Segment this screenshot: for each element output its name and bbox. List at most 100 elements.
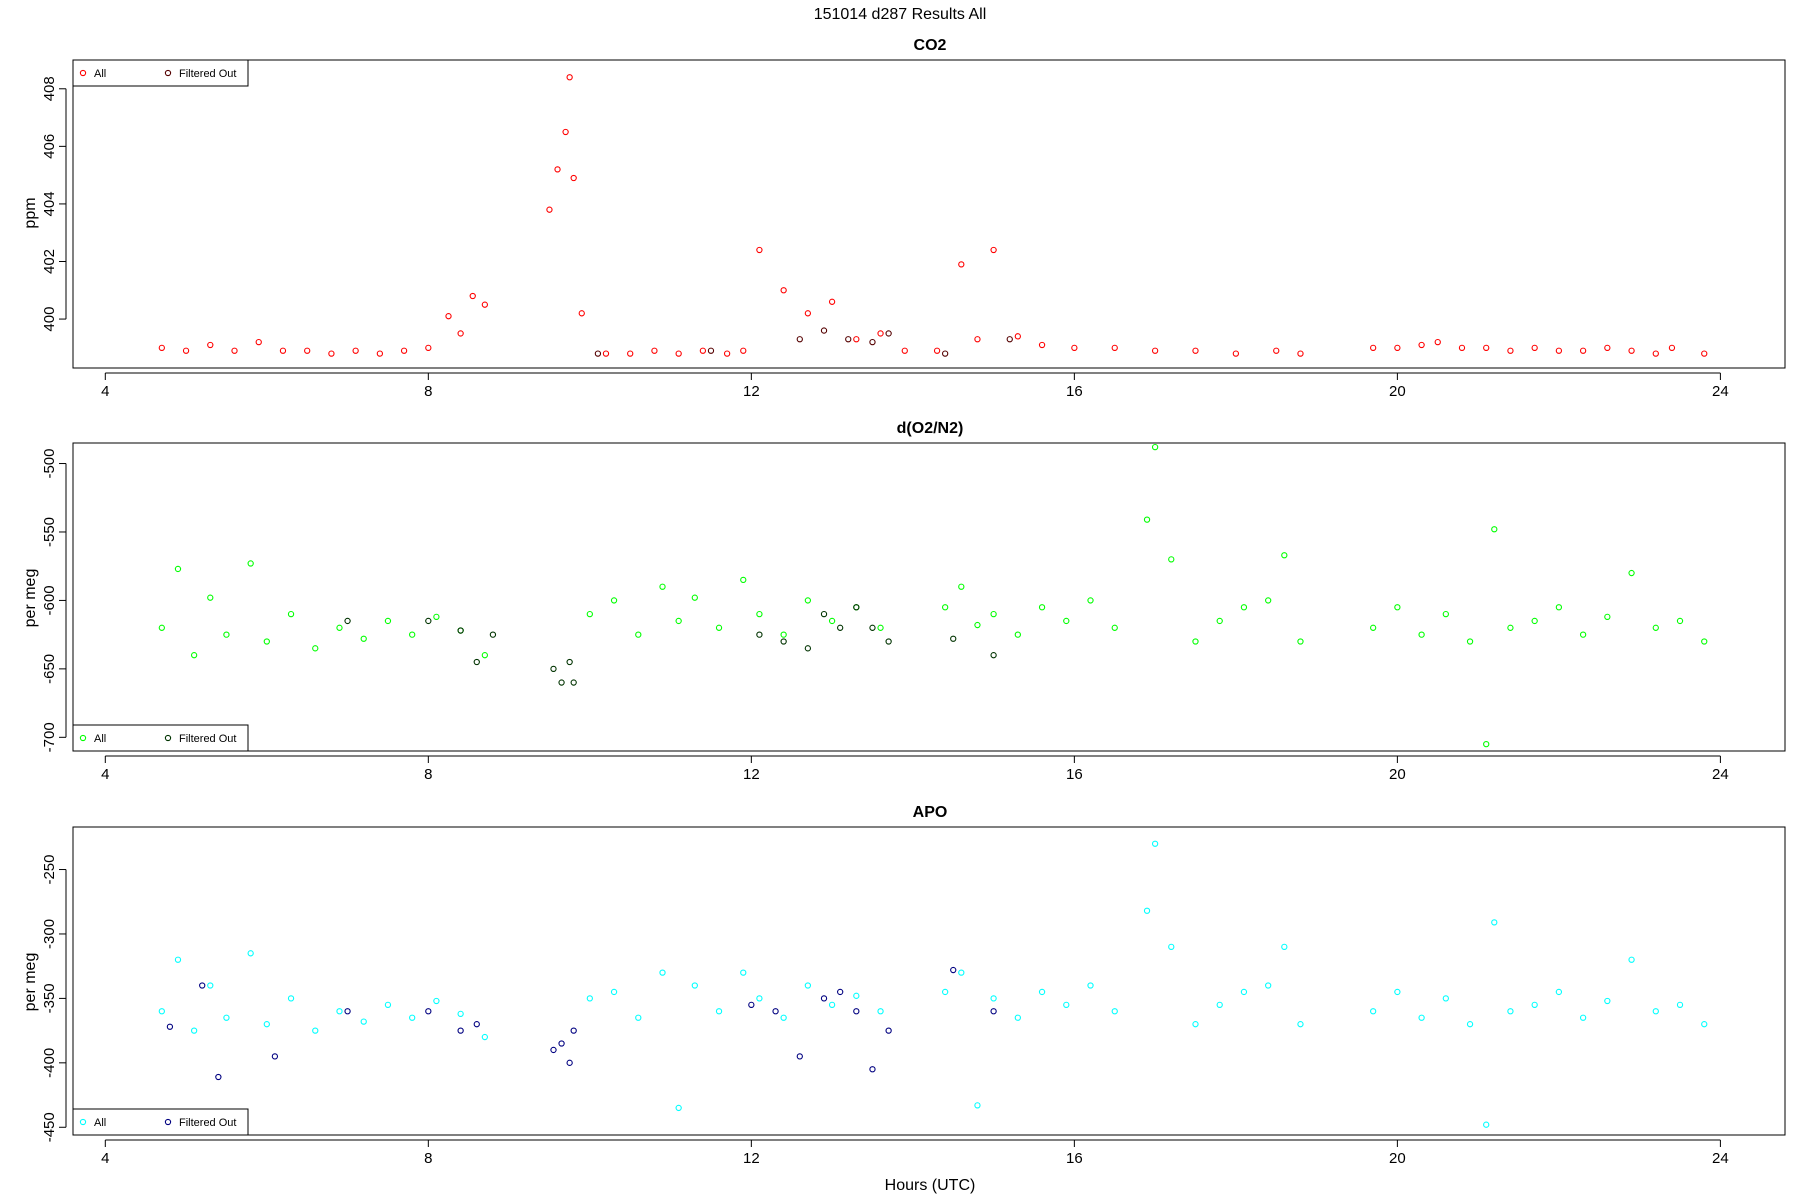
apo-legend-all-label: All bbox=[94, 1117, 106, 1129]
co2-point-all bbox=[546, 206, 553, 213]
apo-point-all bbox=[287, 995, 295, 1002]
apo-legend-filtered-label: Filtered Out bbox=[179, 1117, 236, 1129]
o2n2-point-all bbox=[715, 624, 723, 631]
co2-point-all bbox=[958, 261, 965, 268]
co2-point-all bbox=[1297, 350, 1304, 357]
o2n2-point-all bbox=[1483, 741, 1490, 748]
apo-point-all bbox=[877, 1008, 884, 1015]
apo-point-all bbox=[1281, 943, 1288, 950]
o2n2-x-tick-label: 4 bbox=[101, 766, 109, 783]
apo-point-all bbox=[1507, 1008, 1514, 1015]
co2-point-all bbox=[1232, 350, 1240, 357]
apo-point-filtered bbox=[990, 1008, 997, 1015]
o2n2-point-all bbox=[1579, 631, 1587, 638]
co2-point-all bbox=[255, 338, 262, 346]
o2n2-x-tick-label: 24 bbox=[1712, 766, 1729, 783]
apo-point-all bbox=[1038, 988, 1046, 996]
co2-point-filtered bbox=[1006, 336, 1013, 343]
apo-point-all bbox=[635, 1014, 642, 1021]
co2-x-tick-label: 16 bbox=[1066, 383, 1083, 400]
apo-point-all bbox=[1701, 1021, 1708, 1028]
o2n2-point-all bbox=[1555, 604, 1563, 611]
apo-point-all bbox=[312, 1027, 319, 1034]
o2n2-axes: 4 8 12 16 20 24 -700 -650 -600 -550 -500 bbox=[41, 449, 1729, 783]
co2-point-all bbox=[304, 347, 311, 354]
co2-point-all bbox=[1192, 347, 1199, 354]
o2n2-point-all bbox=[207, 594, 214, 601]
o2n2-point-all bbox=[1111, 624, 1118, 631]
co2-point-all bbox=[425, 344, 432, 352]
o2n2-point-all bbox=[1701, 638, 1708, 645]
co2-legend-all-marker bbox=[79, 69, 87, 77]
co2-point-all bbox=[602, 350, 610, 357]
o2n2-point-all bbox=[675, 617, 682, 625]
co2-point-all bbox=[207, 341, 214, 349]
o2n2-point-all bbox=[1216, 617, 1223, 625]
co2-point-all bbox=[1652, 350, 1659, 357]
o2n2-point-all bbox=[1240, 604, 1248, 611]
co2-point-all bbox=[566, 74, 573, 81]
o2n2-point-all bbox=[1676, 617, 1684, 625]
o2n2-y-tick-label: -500 bbox=[41, 449, 58, 479]
o2n2-point-all bbox=[312, 645, 319, 652]
apo-point-filtered bbox=[457, 1027, 464, 1034]
apo-point-all bbox=[263, 1021, 270, 1028]
apo-point-all bbox=[457, 1010, 464, 1018]
o2n2-point-all bbox=[1192, 638, 1199, 645]
apo-x-tick-label: 16 bbox=[1066, 1150, 1083, 1167]
o2n2-point-all bbox=[1265, 597, 1272, 604]
o2n2-point-all bbox=[1394, 604, 1401, 611]
co2-y-tick-label: 402 bbox=[41, 249, 58, 274]
o2n2-point-all bbox=[1466, 638, 1474, 645]
apo-point-all bbox=[586, 995, 593, 1002]
apo-point-all bbox=[481, 1033, 488, 1041]
apo-point-all bbox=[247, 950, 254, 957]
apo-axes: 4 8 12 16 20 24 -450 -400 -350 -300 -250 bbox=[41, 855, 1729, 1167]
o2n2-point-all bbox=[1014, 631, 1021, 638]
o2n2-point-all bbox=[360, 635, 367, 642]
o2n2-point-all bbox=[481, 652, 488, 659]
co2-point-all bbox=[1111, 344, 1118, 352]
apo-point-all bbox=[1168, 943, 1175, 950]
apo-point-all bbox=[1216, 1001, 1223, 1008]
o2n2-x-tick-label: 16 bbox=[1066, 766, 1083, 783]
apo-point-filtered bbox=[796, 1053, 803, 1060]
o2n2-point-all bbox=[1168, 556, 1175, 563]
co2-point-all bbox=[279, 347, 287, 354]
co2-point-all bbox=[699, 347, 707, 354]
o2n2-point-all bbox=[1063, 617, 1070, 625]
o2n2-point-all bbox=[1652, 624, 1659, 631]
apo-legend-filtered-marker bbox=[164, 1118, 172, 1126]
apo-y-tick-label: -350 bbox=[41, 983, 58, 1013]
o2n2-plot-frame bbox=[72, 442, 1786, 752]
apo-point-all bbox=[1297, 1021, 1304, 1028]
o2n2-x-tick-label: 8 bbox=[424, 766, 432, 783]
co2-point-all bbox=[1273, 347, 1280, 354]
o2n2-point-all bbox=[877, 624, 884, 631]
apo-point-filtered bbox=[950, 966, 957, 974]
o2n2-point-all bbox=[1370, 624, 1377, 631]
co2-point-all bbox=[376, 350, 384, 357]
o2n2-point-filtered bbox=[425, 617, 432, 625]
apo-x-tick-label: 8 bbox=[424, 1150, 432, 1167]
o2n2-point-filtered bbox=[869, 624, 876, 631]
o2n2-points bbox=[158, 443, 1708, 748]
co2-point-all bbox=[1458, 344, 1466, 352]
o2n2-point-all bbox=[1143, 516, 1151, 523]
o2n2-point-all bbox=[263, 638, 270, 645]
o2n2-point-all bbox=[158, 624, 165, 631]
co2-x-tick-label: 12 bbox=[743, 383, 760, 400]
co2-point-all bbox=[1483, 344, 1490, 352]
apo-point-all bbox=[1676, 1001, 1684, 1008]
o2n2-point-all bbox=[756, 610, 763, 618]
o2n2-point-all bbox=[610, 597, 618, 604]
o2n2-legend: All Filtered Out bbox=[72, 724, 249, 752]
co2-x-tick-label: 4 bbox=[101, 383, 109, 400]
o2n2-point-all bbox=[1491, 526, 1498, 533]
apo-point-all bbox=[1628, 956, 1635, 963]
co2-point-all bbox=[780, 287, 787, 294]
co2-point-all bbox=[804, 310, 812, 317]
o2n2-point-all bbox=[740, 576, 747, 584]
apo-x-tick-label: 20 bbox=[1389, 1150, 1406, 1167]
o2n2-y-tick-label: -700 bbox=[41, 722, 58, 752]
